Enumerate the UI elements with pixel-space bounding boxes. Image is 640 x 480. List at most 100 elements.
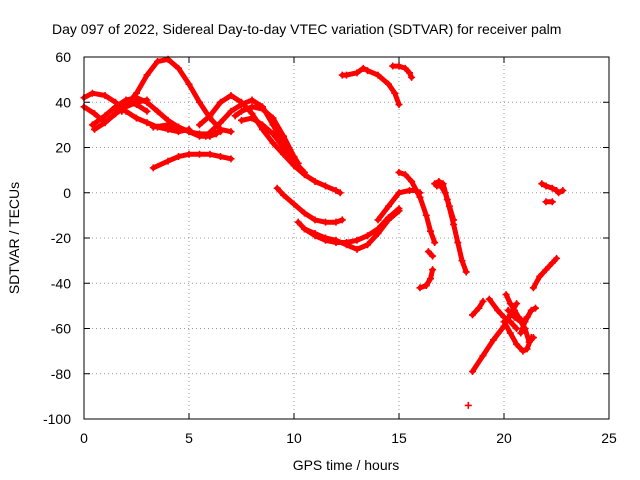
x-tick-label: 15 bbox=[391, 430, 407, 446]
data-series bbox=[238, 114, 308, 176]
data-point bbox=[206, 150, 214, 158]
data-series bbox=[395, 168, 439, 247]
data-point bbox=[511, 313, 518, 321]
data-point bbox=[469, 311, 476, 319]
data-point bbox=[401, 171, 409, 179]
plot-frame bbox=[83, 56, 610, 420]
data-point bbox=[143, 107, 151, 115]
data-series bbox=[196, 91, 344, 197]
data-point bbox=[553, 254, 560, 262]
data-point bbox=[112, 110, 119, 118]
data-point bbox=[185, 128, 193, 136]
data-point bbox=[311, 229, 319, 237]
data-point bbox=[294, 218, 302, 226]
data-point bbox=[374, 229, 382, 237]
data-point bbox=[485, 295, 493, 303]
data-point bbox=[502, 291, 510, 299]
data-point bbox=[332, 236, 340, 244]
data-point bbox=[322, 182, 329, 190]
y-tick-label: 40 bbox=[55, 94, 71, 110]
data-point bbox=[427, 227, 434, 235]
data-point bbox=[500, 318, 508, 326]
x-tick-label: 0 bbox=[80, 430, 88, 446]
data-point bbox=[389, 62, 397, 70]
data-point bbox=[133, 89, 140, 97]
data-point bbox=[164, 121, 172, 129]
data-point bbox=[175, 153, 182, 161]
y-tick-label: 0 bbox=[63, 185, 71, 201]
series-line bbox=[417, 267, 436, 291]
data-point bbox=[517, 329, 525, 337]
data-point bbox=[416, 284, 424, 292]
data-series bbox=[231, 103, 302, 167]
data-point bbox=[91, 110, 98, 118]
data-point bbox=[462, 268, 470, 276]
data-point bbox=[395, 168, 403, 176]
data-point bbox=[395, 207, 403, 215]
data-point bbox=[154, 107, 161, 115]
data-point bbox=[88, 121, 96, 129]
y-tick-label: -60 bbox=[51, 321, 71, 337]
data-point bbox=[542, 198, 550, 206]
data-point bbox=[408, 177, 416, 185]
series-line bbox=[274, 185, 345, 225]
data-point bbox=[504, 306, 512, 314]
data-point bbox=[406, 69, 413, 77]
data-point bbox=[475, 304, 483, 312]
data-point bbox=[395, 62, 403, 70]
x-tick-label: 5 bbox=[185, 430, 193, 446]
data-series bbox=[149, 121, 220, 140]
data-point bbox=[395, 189, 403, 197]
tick-labels: 0 5 10 15 20 25 -100 -80 -60 -40 -20 0 20 40 60 bbox=[43, 49, 617, 446]
data-point bbox=[238, 107, 245, 115]
data-point bbox=[374, 71, 382, 79]
data-point bbox=[101, 112, 109, 120]
data-point bbox=[422, 282, 430, 290]
series-line bbox=[339, 65, 402, 107]
data-point bbox=[164, 157, 172, 165]
data-point bbox=[416, 193, 424, 201]
data-point bbox=[424, 248, 432, 256]
data-point bbox=[437, 182, 445, 190]
data-point bbox=[506, 300, 514, 308]
data-point bbox=[301, 225, 308, 233]
data-point bbox=[238, 116, 245, 124]
x-tick-label: 10 bbox=[286, 430, 302, 446]
data-point bbox=[506, 318, 514, 326]
y-tick-label: -20 bbox=[51, 230, 71, 246]
data-point bbox=[490, 336, 497, 344]
data-point bbox=[429, 266, 437, 274]
data-point bbox=[343, 241, 350, 249]
data-point bbox=[391, 89, 399, 97]
data-point bbox=[149, 123, 157, 131]
data-point bbox=[311, 177, 319, 185]
data-point bbox=[441, 189, 449, 197]
data-point bbox=[527, 306, 535, 314]
data-point bbox=[175, 64, 182, 72]
data-point bbox=[517, 318, 525, 326]
data-point bbox=[88, 89, 96, 97]
data-point bbox=[143, 119, 151, 127]
y-tick-label: 20 bbox=[55, 140, 71, 156]
y-axis-label: SDTVAR / TECUs bbox=[6, 182, 22, 294]
data-point bbox=[525, 338, 533, 346]
data-point bbox=[133, 98, 140, 106]
data-point bbox=[332, 186, 340, 194]
data-point bbox=[513, 300, 521, 308]
data-point bbox=[555, 189, 563, 197]
data-point bbox=[529, 334, 537, 342]
data-series bbox=[529, 254, 560, 292]
data-point bbox=[322, 218, 329, 226]
data-point bbox=[269, 139, 277, 147]
data-series bbox=[464, 401, 472, 409]
data-point bbox=[259, 105, 266, 113]
x-tick-label: 25 bbox=[601, 430, 617, 446]
data-series bbox=[485, 295, 521, 332]
data-point bbox=[91, 125, 98, 133]
chart-title: Day 097 of 2022, Sidereal Day-to-day VTE… bbox=[52, 21, 561, 37]
data-point bbox=[290, 157, 298, 165]
data-point bbox=[101, 91, 109, 99]
data-point bbox=[353, 236, 361, 244]
data-series bbox=[338, 64, 403, 109]
